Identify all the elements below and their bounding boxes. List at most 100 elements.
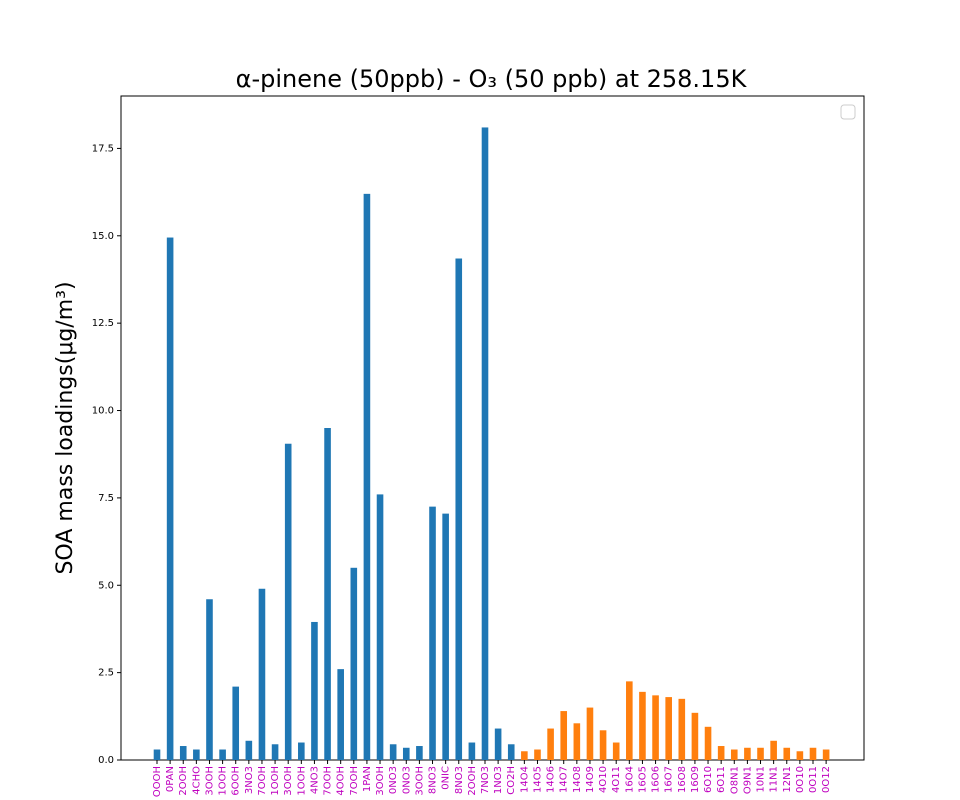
x-tick-label: 3OOH [204,766,215,796]
x-tick-label: 4O11 [611,766,622,793]
plot-frame [120,95,865,761]
x-tick-label: 8NO3 [428,766,439,794]
bar [599,730,607,760]
x-tick-label: OOOH [152,766,163,797]
bar [363,193,371,760]
bar [534,749,541,760]
bar [232,686,240,760]
bar [271,744,279,760]
bar [376,494,384,760]
x-tick-label: 16O6 [651,766,662,793]
y-tick-label: 0.0 [98,755,114,766]
x-tick-label: 14O7 [559,766,570,793]
bar [704,726,712,760]
x-tick-label: 11N1 [769,766,780,793]
x-tick-label: 0O12 [821,766,832,793]
x-tick-label: 6O10 [703,766,714,793]
bar [324,428,331,760]
x-tick-label: 0PAN [165,766,176,792]
x-tick-label: 1PAN [362,766,373,792]
bar [153,749,161,760]
bar [350,567,358,760]
x-tick-label: 4NO3 [309,766,320,794]
bar [179,746,187,760]
x-tick-label: 16O7 [664,766,675,793]
x-tick-label: CO2H [506,766,517,795]
legend-box [840,104,856,120]
bar [429,506,436,760]
bar [822,749,830,760]
x-tick-label: 16O9 [690,766,701,793]
bar [665,697,672,760]
bar [284,443,292,760]
bar [258,588,266,760]
y-tick-label: 7.5 [98,493,114,504]
bar [639,691,646,760]
x-tick-label: 16O8 [677,766,688,793]
x-tick-label: 4CHO [191,766,202,795]
x-tick-label: 14O4 [519,766,530,793]
bar [521,751,528,760]
x-tick-label: 4OOH [336,766,347,796]
bar [494,728,502,760]
bar [796,751,804,760]
x-tick-label: 0NO3 [388,766,399,794]
x-tick-label: 4O10 [598,766,609,793]
x-tick-label: 14O9 [585,766,596,793]
bar [311,621,318,760]
bar [442,513,449,760]
x-tick-label: 7OOH [323,766,334,796]
bar [717,746,725,760]
bar [691,712,699,760]
x-tick-label: 1OOH [270,766,281,796]
x-tick-label: 12N1 [782,766,793,793]
bar [481,127,489,760]
x-tick-label: 14O8 [572,766,583,793]
bar [547,728,554,760]
bar [468,742,476,760]
x-tick-label: 8NO3 [454,766,465,794]
bar [770,740,777,760]
bar [507,744,515,760]
bar [455,258,463,760]
y-tick-label: 5.0 [98,580,114,591]
bar [744,747,751,760]
bar [652,695,659,760]
y-tick-label: 12.5 [92,318,114,329]
bar [612,742,620,760]
x-tick-label: O9N1 [742,766,753,794]
bar [245,740,253,760]
bar [193,749,200,760]
y-tick-label: 10.0 [92,406,114,417]
bar [219,749,226,760]
bar [678,698,686,760]
x-tick-label: 0O11 [808,766,819,793]
bar [809,747,817,760]
x-tick-label: 7OOH [257,766,268,796]
x-tick-label: 3OOH [414,766,425,796]
bar [337,669,344,760]
x-tick-label: 3NO3 [244,766,255,794]
x-tick-label: 14O5 [532,766,543,793]
x-tick-label: O8N1 [729,766,740,794]
bar [389,744,397,760]
x-tick-label: 3OOH [375,766,386,796]
bar [757,747,764,760]
bar [416,746,423,760]
x-tick-label: 0O10 [795,766,806,793]
bar [298,742,305,760]
x-tick-label: 2OOH [467,766,478,796]
bar [586,707,594,760]
x-tick-label: 7NO3 [480,766,491,794]
bar [206,599,213,760]
x-tick-label: 1NO3 [493,766,504,794]
bar [626,681,633,760]
y-tick-label: 2.5 [98,668,114,679]
bar [166,237,174,760]
x-tick-label: 6O11 [716,766,727,793]
bar [560,711,568,760]
x-tick-label: 0NIC [441,766,452,790]
chart-title: α-pinene (50ppb) - O₃ (50 ppb) at 258.15… [236,65,748,93]
x-tick-label: 10N1 [756,766,767,793]
